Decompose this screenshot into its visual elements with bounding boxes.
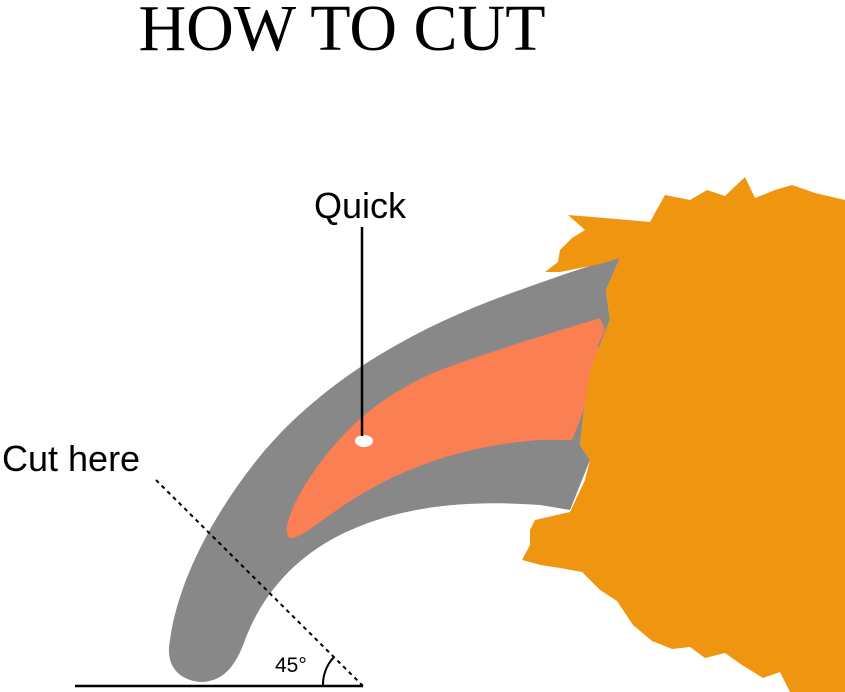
quick-region bbox=[286, 318, 605, 539]
quick-marker bbox=[355, 435, 373, 447]
quick-label: Quick bbox=[314, 185, 407, 226]
fur-icon bbox=[522, 177, 845, 692]
cut-line bbox=[155, 479, 364, 687]
diagram-title: HOW TO CUT bbox=[138, 0, 545, 65]
cut-here-label: Cut here bbox=[2, 438, 140, 479]
angle-label: 45° bbox=[275, 654, 307, 677]
angle-arc bbox=[321, 656, 335, 687]
